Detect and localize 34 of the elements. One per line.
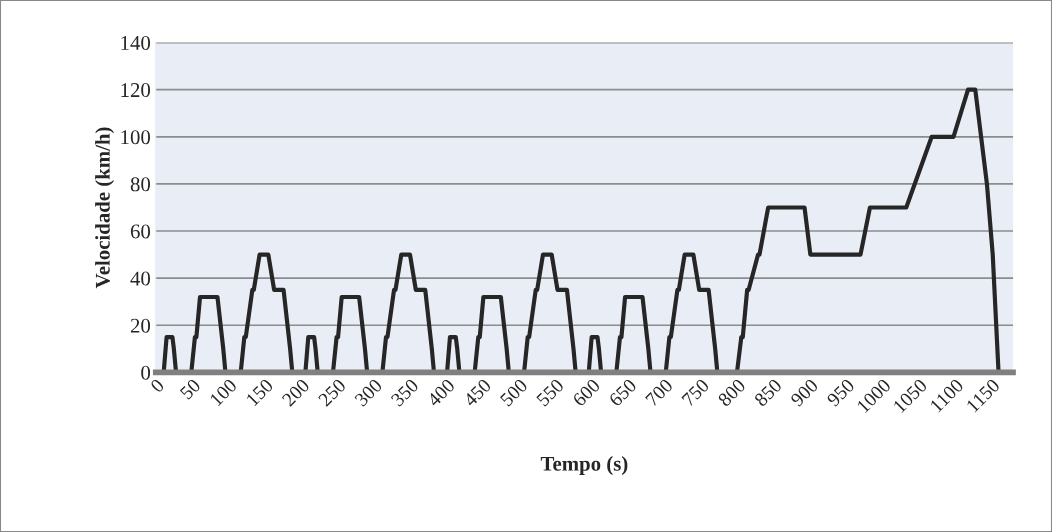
y-tick-label: 100 [121, 130, 151, 145]
x-tick-label: 1100 [929, 378, 965, 413]
x-tick-label: 1050 [892, 378, 928, 414]
y-tick-label: 80 [130, 177, 151, 192]
x-tick-label: 750 [681, 378, 710, 407]
x-tick-label: 800 [717, 378, 747, 408]
x-tick-label: 1000 [856, 378, 892, 414]
x-tick-label: 1150 [965, 378, 1001, 413]
x-tick-label: 700 [644, 378, 674, 407]
x-tick-label: 350 [390, 378, 420, 407]
y-axis-title: Velocidade (km/h) [95, 127, 115, 289]
x-tick-label: 600 [572, 378, 601, 407]
x-tick-label: 550 [535, 378, 565, 407]
x-tick-label: 0 [149, 378, 165, 394]
y-tick-label: 40 [130, 271, 151, 286]
x-tick-label: 300 [354, 378, 383, 407]
y-tick-label: 60 [130, 224, 151, 239]
x-tick-label: 950 [826, 378, 856, 408]
x-axis-title: Tempo (s) [540, 456, 628, 476]
x-tick-label: 100 [209, 378, 238, 407]
x-tick-label: 850 [753, 378, 783, 408]
x-tick-label: 650 [608, 378, 638, 407]
x-tick-label: 450 [462, 378, 492, 408]
x-tick-label: 500 [499, 378, 529, 407]
x-tick-label: 250 [317, 378, 347, 407]
x-tick-label: 150 [245, 378, 274, 407]
y-tick-label: 0 [141, 365, 151, 380]
x-tick-label: 200 [281, 378, 311, 407]
y-tick-label: 20 [130, 318, 151, 333]
y-tick-label: 120 [121, 83, 151, 98]
x-tick-label: 900 [789, 378, 819, 408]
x-tick-label: 50 [179, 378, 202, 400]
y-tick-label: 140 [121, 35, 151, 50]
x-tick-label: 400 [426, 378, 456, 408]
